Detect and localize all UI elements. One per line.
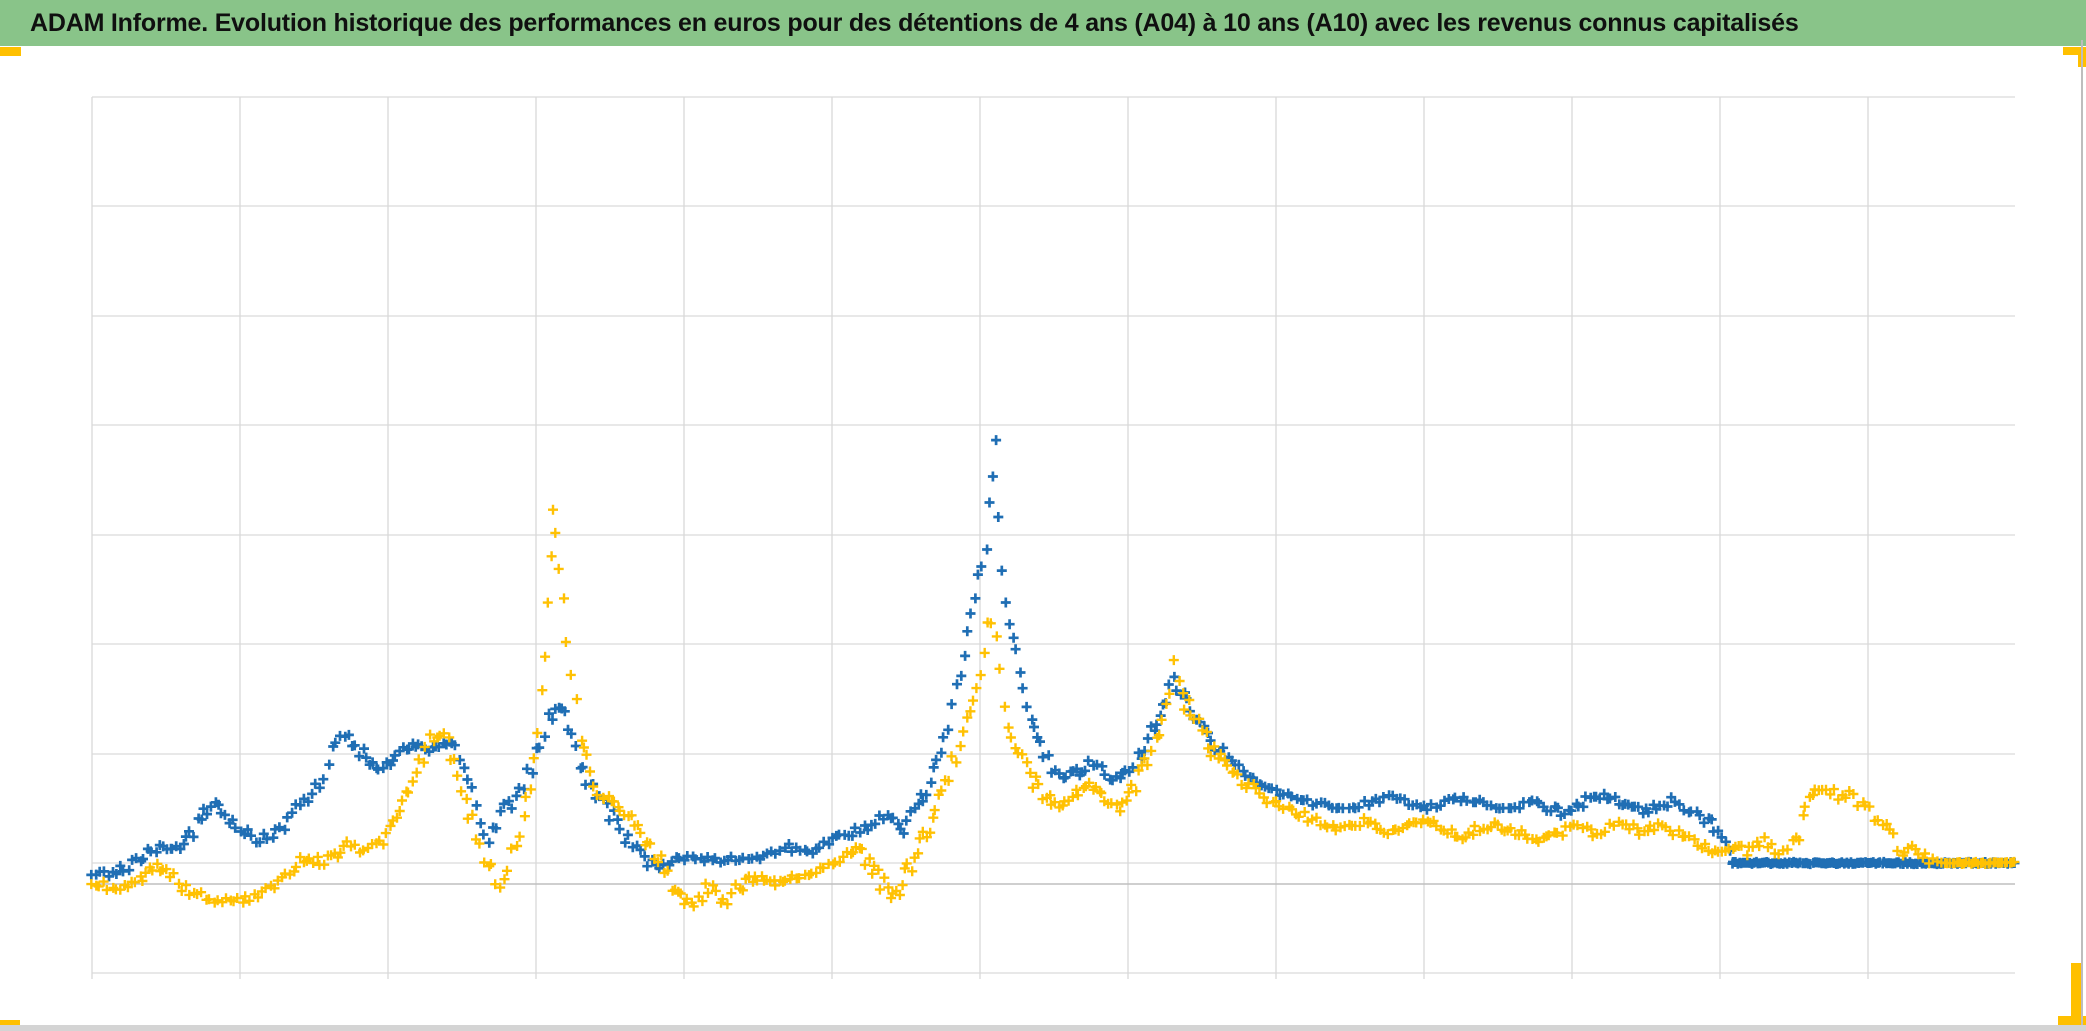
series-markers-blue	[86, 435, 2020, 882]
series-markers-yellow	[86, 504, 2020, 912]
bottom-scrollbar[interactable]	[0, 1025, 2086, 1031]
app-title-bar: ADAM Informe. Evolution historique des p…	[0, 0, 2086, 46]
data-series	[86, 435, 2020, 912]
right-edge-line	[2081, 40, 2083, 1031]
page-title: ADAM Informe. Evolution historique des p…	[30, 8, 1799, 37]
frame-accent-top-left	[0, 47, 21, 56]
frame-accent-bottom-right-h	[2058, 1016, 2086, 1026]
frame-accent-bottom-left	[0, 1020, 20, 1029]
frame-accent-top-right-h	[2063, 47, 2086, 55]
frame-accent-bottom-right-v	[2071, 963, 2082, 1026]
